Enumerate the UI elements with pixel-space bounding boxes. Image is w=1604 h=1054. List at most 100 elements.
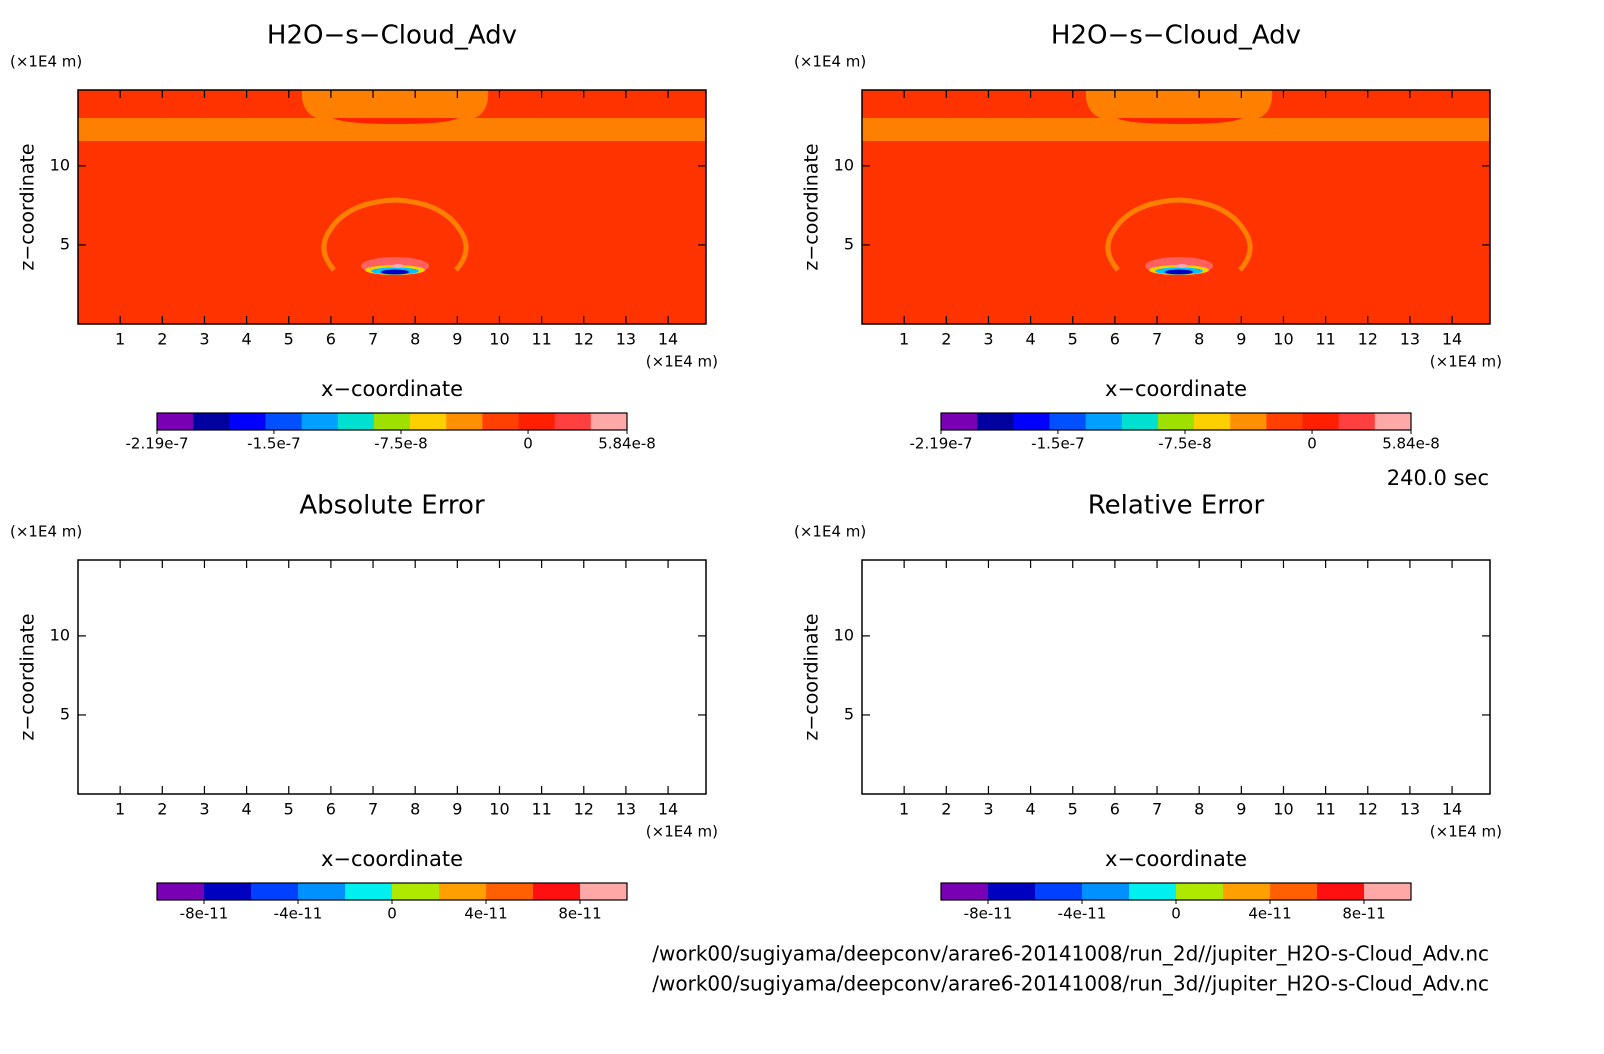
- x-tick-label: 5: [1068, 800, 1078, 819]
- x-tick-label: 10: [489, 330, 509, 349]
- x-tick-label: 9: [452, 330, 462, 349]
- colorbar-frame: [156, 412, 628, 431]
- colorbar-segment: [373, 413, 411, 430]
- colorbar-segment: [301, 413, 339, 430]
- colorbar-segment: [1317, 883, 1365, 900]
- colorbar-segment: [580, 883, 628, 900]
- field-blob: [1176, 264, 1188, 268]
- plot-frame: [77, 89, 707, 325]
- colorbar-segment: [486, 883, 534, 900]
- x-tick-label: 10: [489, 800, 509, 819]
- colorbar-tick-label: 8e-11: [558, 905, 601, 923]
- y-tick-label: 5: [60, 704, 70, 723]
- x-tick-label: 1: [899, 330, 909, 349]
- x-unit: (×1E4 m): [1430, 353, 1502, 371]
- colorbar-tick-label: -7.5e-8: [374, 435, 427, 453]
- x-tick-label: 7: [368, 330, 378, 349]
- x-tick-label: 4: [1025, 800, 1035, 819]
- x-axis-label: x−coordinate: [321, 377, 463, 401]
- x-tick-label: 11: [1315, 800, 1335, 819]
- x-tick-label: 3: [983, 800, 993, 819]
- colorbar-segment: [410, 413, 447, 430]
- colorbar-segment: [1035, 883, 1083, 900]
- chart-title: Relative Error: [1088, 491, 1265, 521]
- field-cap: [1085, 90, 1273, 120]
- y-axis-label: z−coordinate: [17, 143, 39, 270]
- plot-area: [78, 90, 706, 324]
- colorbar-segment: [1266, 413, 1304, 430]
- x-tick-label: 11: [531, 330, 551, 349]
- y-tick-label: 10: [834, 625, 854, 644]
- x-tick-label: 12: [1358, 330, 1378, 349]
- x-tick-label: 4: [241, 800, 251, 819]
- field-blob: [1165, 269, 1193, 275]
- x-tick-label: 6: [1110, 800, 1120, 819]
- x-tick-label: 10: [1273, 330, 1293, 349]
- plot-frame: [77, 559, 707, 795]
- x-tick-label: 2: [941, 330, 951, 349]
- x-tick-label: 7: [1152, 800, 1162, 819]
- field-cap: [301, 90, 489, 120]
- x-tick-label: 13: [1400, 800, 1420, 819]
- x-tick-label: 2: [941, 800, 951, 819]
- field-ring: [321, 197, 469, 272]
- colorbar-segment: [1302, 413, 1340, 430]
- colorbar-segment: [1121, 413, 1159, 430]
- colorbar-segment: [1085, 413, 1123, 430]
- x-tick-label: 13: [616, 800, 636, 819]
- colorbar-tick-label: 8e-11: [1342, 905, 1385, 923]
- colorbar-tick-label: 0: [387, 905, 397, 923]
- colorbar-tick-label: 0: [523, 435, 533, 453]
- x-tick-label: 8: [1194, 800, 1204, 819]
- x-tick-label: 2: [157, 800, 167, 819]
- plot-area: [862, 90, 1490, 324]
- colorbar-frame: [940, 412, 1412, 431]
- x-tick-label: 12: [574, 800, 594, 819]
- x-tick-label: 7: [368, 800, 378, 819]
- y-tick-label: 10: [50, 155, 70, 174]
- colorbar-segment: [1082, 883, 1130, 900]
- colorbar-tick-label: -2.19e-7: [126, 435, 189, 453]
- x-tick-label: 11: [1315, 330, 1335, 349]
- colorbar-segment: [1338, 413, 1376, 430]
- colorbar-tick-label: 4e-11: [1248, 905, 1291, 923]
- y-tick-label: 10: [834, 155, 854, 174]
- x-tick-label: 13: [1400, 330, 1420, 349]
- y-tick-label: 5: [844, 234, 854, 253]
- colorbar-tick-label: -4e-11: [274, 905, 323, 923]
- colorbar-tick-label: -1.5e-7: [247, 435, 300, 453]
- x-tick-label: 10: [1273, 800, 1293, 819]
- chart-title: H2O−s−Cloud_Adv: [1051, 21, 1301, 51]
- colorbar-segment: [533, 883, 581, 900]
- y-unit: (×1E4 m): [10, 53, 82, 71]
- colorbar-tick-label: -8e-11: [180, 905, 229, 923]
- time-label: 240.0 sec: [1387, 466, 1489, 490]
- colorbar-segment: [1194, 413, 1231, 430]
- x-tick-label: 2: [157, 330, 167, 349]
- colorbar-segment: [590, 413, 628, 430]
- colorbar-tick-label: 5.84e-8: [598, 435, 656, 453]
- x-tick-label: 9: [452, 800, 462, 819]
- x-tick-label: 12: [1358, 800, 1378, 819]
- field-cap-core: [1117, 118, 1242, 124]
- field-band: [78, 118, 706, 141]
- colorbar-segment: [1013, 413, 1050, 430]
- x-tick-label: 7: [1152, 330, 1162, 349]
- x-tick-label: 9: [1236, 800, 1246, 819]
- colorbar-segment: [1230, 413, 1267, 430]
- colorbar-tick-label: 4e-11: [464, 905, 507, 923]
- y-axis-label: z−coordinate: [801, 613, 823, 740]
- colorbar-tick-label: -8e-11: [964, 905, 1013, 923]
- x-tick-label: 3: [199, 330, 209, 349]
- x-tick-label: 14: [1442, 330, 1462, 349]
- y-tick-label: 10: [50, 625, 70, 644]
- colorbar-segment: [482, 413, 520, 430]
- colorbar-segment: [1129, 883, 1177, 900]
- y-axis-label: z−coordinate: [17, 613, 39, 740]
- x-axis-label: x−coordinate: [321, 847, 463, 871]
- x-unit: (×1E4 m): [646, 353, 718, 371]
- x-tick-label: 8: [410, 330, 420, 349]
- x-tick-label: 5: [284, 330, 294, 349]
- x-tick-label: 4: [241, 330, 251, 349]
- x-tick-label: 14: [658, 800, 678, 819]
